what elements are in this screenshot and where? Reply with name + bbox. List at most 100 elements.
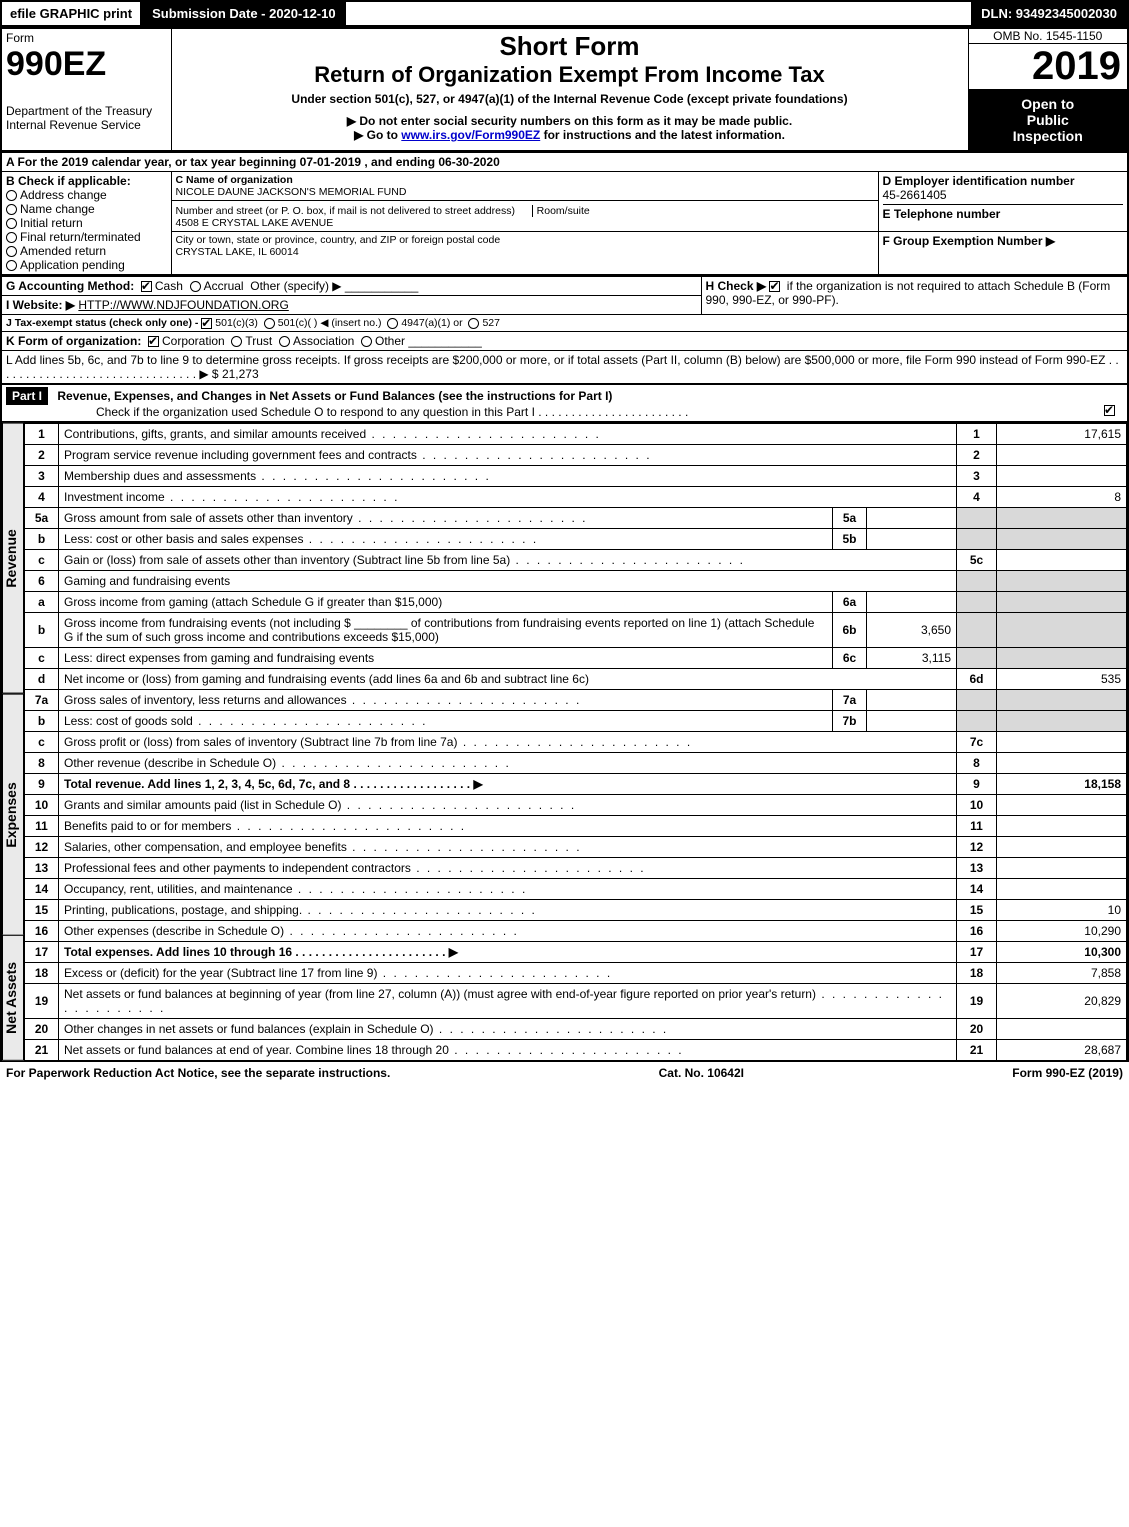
r3-num: 3 [25,466,59,487]
r7a-sn: 7a [833,690,867,711]
r8-amt [997,753,1127,774]
chk-initial-return[interactable]: Initial return [6,216,167,230]
open-inspection-cell: Open to Public Inspection [968,90,1128,152]
note-goto-post: for instructions and the latest informat… [540,128,785,142]
row-6c: c Less: direct expenses from gaming and … [25,648,1127,669]
r17-num: 17 [25,942,59,963]
j-501c3-label: 501(c)(3) [215,317,258,329]
chk-schedule-b[interactable] [769,281,780,292]
r13-num: 13 [25,858,59,879]
r18-amt: 7,858 [997,963,1127,984]
k-corp-label: Corporation [162,334,225,348]
r3-ln: 3 [957,466,997,487]
chk-527[interactable] [468,318,479,329]
r9-num: 9 [25,774,59,795]
g-label: G Accounting Method: [6,279,134,293]
chk-501c3[interactable] [201,318,212,329]
r6c-amt-shade [997,648,1127,669]
irs-link[interactable]: www.irs.gov/Form990EZ [401,128,540,142]
r19-amt: 20,829 [997,984,1127,1019]
r5a-ln-shade [957,508,997,529]
r11-amt [997,816,1127,837]
h-schedule-b-cell: H Check ▶ if the organization is not req… [701,277,1128,315]
chk-trust[interactable] [231,336,242,347]
r20-amt [997,1019,1127,1040]
side-labels: Revenue Expenses Net Assets [2,423,24,1061]
r6a-ln-shade [957,592,997,613]
r6a-text: Gross income from gaming (attach Schedul… [59,592,833,613]
line-a-tax-year: A For the 2019 calendar year, or tax yea… [1,153,1128,172]
r13-text: Professional fees and other payments to … [59,858,957,879]
entity-info-table: A For the 2019 calendar year, or tax yea… [0,152,1129,276]
c-label: C Name of organization [176,174,874,186]
r6a-samt [867,592,957,613]
section-d-e-cell: D Employer identification number 45-2661… [878,172,1128,232]
r7b-text: Less: cost of goods sold [59,711,833,732]
chk-final-return-label: Final return/terminated [20,230,141,244]
r6b-ln-shade [957,613,997,648]
row-5b: b Less: cost or other basis and sales ex… [25,529,1127,550]
part1-header-cell: Part I Revenue, Expenses, and Changes in… [1,385,1128,422]
chk-address-change[interactable]: Address change [6,188,167,202]
chk-schedule-o[interactable] [1104,405,1115,416]
r19-ln: 19 [957,984,997,1019]
r7c-amt [997,732,1127,753]
row-20: 20 Other changes in net assets or fund b… [25,1019,1127,1040]
r6c-text: Less: direct expenses from gaming and fu… [59,648,833,669]
r21-text: Net assets or fund balances at end of ye… [59,1040,957,1061]
r7a-samt [867,690,957,711]
chk-501c[interactable] [264,318,275,329]
row-18: 18 Excess or (deficit) for the year (Sub… [25,963,1127,984]
section-c-name-cell: C Name of organization NICOLE DAUNE JACK… [171,172,878,201]
r6b-t1: Gross income from fundraising events (no… [64,616,351,630]
r5c-ln: 5c [957,550,997,571]
row-14: 14 Occupancy, rent, utilities, and maint… [25,879,1127,900]
note-goto: ▶ Go to www.irs.gov/Form990EZ for instru… [176,128,964,142]
r17-amt: 10,300 [997,942,1127,963]
org-name: NICOLE DAUNE JACKSON'S MEMORIAL FUND [176,186,874,198]
r12-amt [997,837,1127,858]
chk-accrual[interactable] [190,281,201,292]
chk-application-pending[interactable]: Application pending [6,258,167,272]
r14-text: Occupancy, rent, utilities, and maintena… [59,879,957,900]
r6b-num: b [25,613,59,648]
row-5a: 5a Gross amount from sale of assets othe… [25,508,1127,529]
chk-name-change-label: Name change [20,202,95,216]
r18-ln: 18 [957,963,997,984]
chk-amended-return[interactable]: Amended return [6,244,167,258]
row-9: 9 Total revenue. Add lines 1, 2, 3, 4, 5… [25,774,1127,795]
row-7a: 7a Gross sales of inventory, less return… [25,690,1127,711]
chk-other-org[interactable] [361,336,372,347]
r7c-ln: 7c [957,732,997,753]
r11-num: 11 [25,816,59,837]
r5b-ln-shade [957,529,997,550]
f-group-exemption: F Group Exemption Number ▶ [883,234,1124,248]
section-f-cell: F Group Exemption Number ▶ [878,232,1128,276]
r7b-ln-shade [957,711,997,732]
chk-4947[interactable] [387,318,398,329]
chk-amended-return-label: Amended return [20,244,106,258]
r7a-amt-shade [997,690,1127,711]
r6a-num: a [25,592,59,613]
k-trust-label: Trust [245,334,272,348]
chk-cash[interactable] [141,281,152,292]
r7c-num: c [25,732,59,753]
chk-final-return[interactable]: Final return/terminated [6,230,167,244]
r3-amt [997,466,1127,487]
d-ein-label: D Employer identification number [883,174,1124,188]
dln-label: DLN: 93492345002030 [971,2,1127,25]
r3-text: Membership dues and assessments [59,466,957,487]
efile-print-button[interactable]: efile GRAPHIC print [2,2,142,25]
chk-corporation[interactable] [148,336,159,347]
r5b-amt-shade [997,529,1127,550]
chk-name-change[interactable]: Name change [6,202,167,216]
chk-association[interactable] [279,336,290,347]
r7a-ln-shade [957,690,997,711]
website-value[interactable]: HTTP://WWW.NDJFOUNDATION.ORG [78,298,288,312]
part1-badge: Part I [6,387,48,405]
side-revenue: Revenue [2,423,24,694]
submission-date-button[interactable]: Submission Date - 2020-12-10 [142,2,346,25]
r6c-ln-shade [957,648,997,669]
row-4: 4 Investment income 4 8 [25,487,1127,508]
side-net-assets: Net Assets [2,935,24,1061]
